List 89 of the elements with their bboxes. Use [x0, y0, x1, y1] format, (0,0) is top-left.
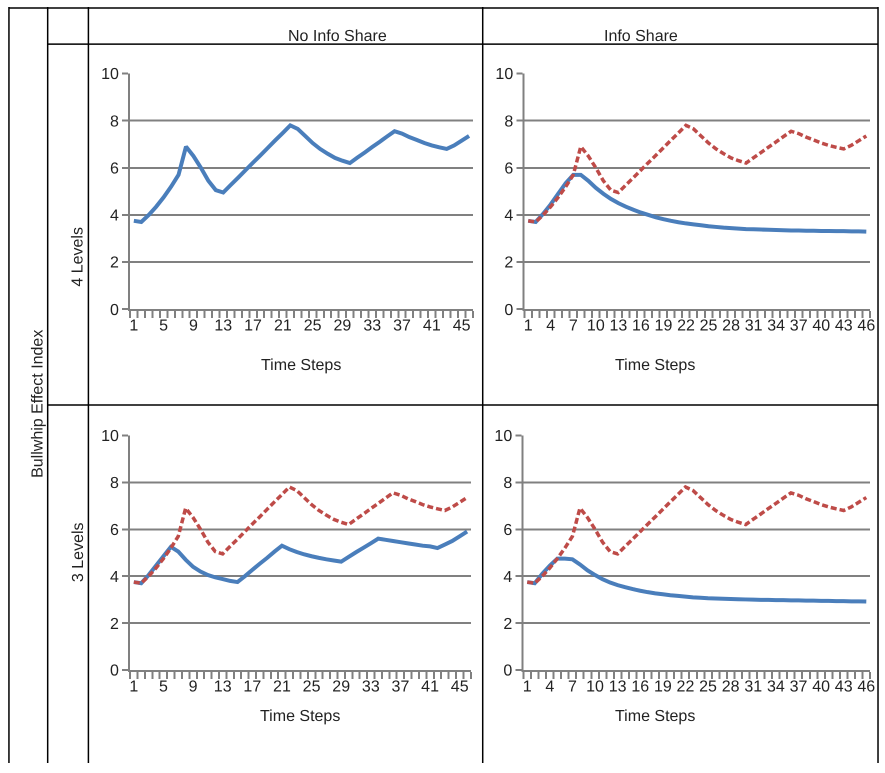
x-tick-label: 21 — [273, 678, 291, 696]
y-tick-label: 0 — [503, 662, 512, 680]
x-tick-label: 31 — [744, 317, 763, 334]
x-tick-label: 29 — [334, 317, 352, 334]
x-tick-label: 13 — [214, 317, 232, 334]
x-tick-label: 16 — [632, 317, 650, 334]
x-tick-label: 31 — [744, 678, 762, 696]
y-tick-label: 10 — [101, 66, 120, 84]
y-tick-label: 6 — [504, 160, 514, 178]
y-tick-label: 4 — [110, 208, 120, 225]
x-tick-label: 25 — [700, 317, 718, 334]
chart-title: No Info Share — [288, 28, 387, 45]
x-tick-label: 5 — [158, 678, 168, 696]
x-tick-label: 33 — [362, 678, 380, 696]
y-tick-label: 2 — [110, 616, 120, 633]
x-tick-label: 4 — [545, 678, 554, 696]
y-tick-label: 2 — [503, 616, 512, 633]
x-tick-label: 45 — [452, 317, 471, 334]
x-tick-label: 21 — [274, 317, 292, 334]
x-tick-label: 7 — [568, 317, 578, 334]
y-tick-label: 8 — [503, 474, 512, 492]
chart-title: Info Share — [604, 28, 678, 45]
y-tick-label: 4 — [503, 568, 512, 586]
x-tick-label: 37 — [790, 317, 808, 334]
x-tick-label: 22 — [677, 317, 695, 334]
x-axis-title: Time Steps — [615, 708, 696, 725]
x-tick-label: 22 — [676, 678, 694, 696]
x-tick-label: 1 — [129, 317, 138, 334]
x-tick-label: 41 — [421, 678, 440, 696]
x-axis-title: Time Steps — [261, 357, 342, 374]
y-tick-label: 2 — [504, 254, 514, 272]
x-tick-label: 33 — [363, 317, 382, 334]
text: Bullwhip Effect Index — [30, 330, 47, 478]
y-tick-label: 0 — [110, 302, 120, 319]
x-axis-title: Time Steps — [260, 708, 340, 725]
x-tick-label: 37 — [790, 678, 808, 696]
y-axis-title: 4 Levels — [69, 227, 86, 287]
x-tick-label: 19 — [654, 317, 672, 334]
x-tick-label: 34 — [767, 317, 786, 334]
y-tick-label: 10 — [494, 428, 512, 445]
y-tick-label: 8 — [504, 113, 514, 130]
x-tick-label: 1 — [522, 678, 532, 696]
y-tick-label: 4 — [110, 568, 120, 586]
y-tick-label: 0 — [110, 662, 120, 680]
x-tick-label: 25 — [304, 317, 322, 334]
x-tick-label: 10 — [586, 678, 604, 696]
x-tick-label: 17 — [244, 317, 262, 334]
x-tick-label: 43 — [834, 317, 853, 334]
y-tick-label: 8 — [110, 113, 120, 130]
x-tick-label: 28 — [722, 678, 740, 696]
x-tick-label: 7 — [568, 678, 577, 696]
x-tick-label: 37 — [393, 317, 412, 334]
x-tick-label: 37 — [392, 678, 410, 696]
y-tick-label: 6 — [110, 522, 120, 539]
x-tick-label: 13 — [214, 678, 232, 696]
x-tick-label: 1 — [129, 678, 138, 696]
x-tick-label: 13 — [609, 317, 628, 334]
x-tick-label: 1 — [524, 317, 533, 334]
x-tick-label: 19 — [654, 678, 672, 696]
y-tick-label: 6 — [110, 160, 120, 178]
x-tick-label: 25 — [302, 678, 321, 696]
y-tick-label: 6 — [503, 522, 512, 539]
y-tick-label: 2 — [110, 254, 120, 272]
x-tick-label: 5 — [159, 317, 168, 334]
x-tick-label: 4 — [546, 317, 556, 334]
x-tick-label: 9 — [188, 317, 198, 334]
y-axis-title: 3 Levels — [70, 522, 88, 582]
y-tick-label: 10 — [495, 66, 514, 84]
x-tick-label: 40 — [812, 678, 830, 696]
y-tick-label: 0 — [504, 302, 514, 319]
x-tick-label: 46 — [857, 317, 876, 334]
x-tick-label: 41 — [422, 317, 441, 334]
x-tick-label: 43 — [834, 678, 853, 696]
x-tick-label: 46 — [857, 678, 876, 696]
x-tick-label: 25 — [699, 678, 718, 696]
x-axis-title: Time Steps — [615, 357, 696, 374]
x-tick-label: 34 — [766, 678, 785, 696]
x-tick-label: 45 — [450, 678, 469, 696]
x-tick-label: 13 — [608, 678, 627, 696]
x-tick-label: 29 — [332, 678, 350, 696]
x-tick-label: 10 — [586, 317, 605, 334]
x-tick-label: 9 — [188, 678, 198, 696]
x-tick-label: 28 — [722, 317, 740, 334]
x-tick-label: 17 — [243, 678, 262, 696]
x-tick-label: 40 — [812, 317, 830, 334]
y-tick-label: 10 — [101, 428, 120, 445]
x-tick-label: 16 — [631, 678, 650, 696]
y-tick-label: 4 — [504, 208, 514, 225]
y-tick-label: 8 — [110, 474, 120, 492]
